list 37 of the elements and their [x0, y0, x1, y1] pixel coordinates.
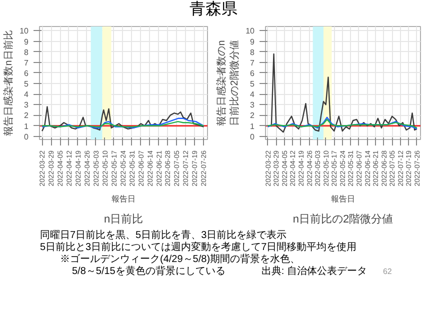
y-tick-label: 0: [24, 132, 30, 142]
y-axis-title: 報告日感染者数n日前比: [2, 30, 15, 136]
text: ※ゴールデンウィーク(4/29～5/8)期間の背景を水色、: [59, 254, 302, 266]
line-series: [41, 106, 204, 132]
x-axis-title: 報告日: [112, 194, 136, 204]
y-tick-label: 7: [250, 58, 256, 68]
text: 青森県: [190, 0, 238, 20]
y-tick-label: 1: [250, 122, 256, 131]
y-tick-label: 2: [24, 111, 30, 120]
line-series: [41, 118, 204, 128]
y-tick-label: 7: [24, 58, 30, 68]
y-tick-label: 6: [250, 68, 256, 78]
y-tick-label: 3: [24, 100, 30, 110]
y-tick-label: 8: [24, 48, 30, 57]
text: 5/8～5/15を黄色の背景にしている: [72, 266, 226, 277]
y-tick-label: 9: [250, 37, 256, 46]
y-tick-label: 5: [24, 80, 30, 89]
y-tick-label: 6: [24, 68, 30, 78]
text: n日前比の2階微分値: [292, 212, 394, 226]
x-axis-title: 報告日: [331, 194, 355, 204]
y-tick-label: 4: [250, 90, 256, 100]
y-tick-label: 0: [250, 132, 256, 142]
text: 同曜日7日前比を黒、5日前比を青、3日前比を緑で表示: [40, 230, 287, 241]
text: n日前比: [104, 212, 144, 226]
y-tick-label: 8: [250, 48, 256, 57]
y-tick-label: 10: [20, 26, 30, 36]
y-axis-title: 報告日感染者数のn日前比の2階微分値: [215, 40, 241, 126]
y-tick-label: 3: [250, 100, 256, 110]
text: 5日前比と3日前比については週内変動を考慮して7日間移動平均を使用: [40, 242, 357, 253]
y-tick-label: 5: [250, 80, 256, 89]
y-tick-label: 9: [24, 37, 30, 46]
y-tick-label: 10: [246, 26, 256, 36]
text: 62: [382, 267, 392, 276]
y-tick-label: 2: [250, 111, 256, 120]
y-tick-label: 1: [24, 122, 30, 131]
y-tick-label: 4: [24, 90, 30, 100]
source-note: 出典: 自治体公表データ: [260, 266, 367, 277]
